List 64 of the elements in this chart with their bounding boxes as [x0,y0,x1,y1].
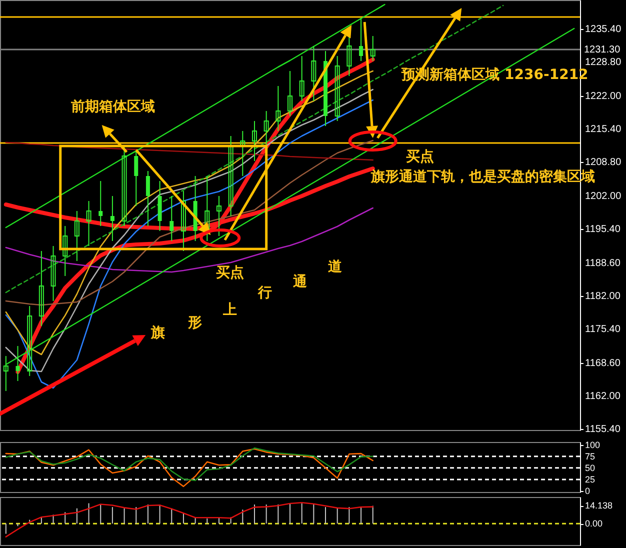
annotation: 旗 [150,325,165,341]
y-tick-label: 1228.80 [585,57,622,68]
candlestick [50,246,56,302]
y-tick-label: 14.138 [585,500,613,511]
line-series [5,448,374,488]
candlestick [86,200,92,246]
annotation: 行 [257,285,272,301]
annotation: 前期箱体区域 [70,99,155,115]
y-tick-label: 1215.40 [585,124,622,135]
line-series [5,502,374,538]
candlestick [334,56,340,122]
candlestick [110,196,114,242]
candlestick [288,70,292,116]
candlestick [74,210,80,262]
candlestick [170,196,174,242]
candlestick [38,250,44,326]
candlestick [370,36,376,62]
y-tick-label: 1175.40 [585,324,621,335]
y-tick-label: 1202.00 [585,191,622,202]
candlestick [264,110,269,146]
candlestick [134,150,138,206]
y-tick-label: 1195.40 [585,224,621,235]
candlestick [16,346,20,382]
candlestick [346,36,352,76]
candlestick [122,146,127,226]
candlestick [311,46,316,102]
y-tick-label: 100 [585,440,600,450]
y-tick-label: 1188.60 [585,258,621,269]
candlestick [240,130,246,176]
annotation: 上 [222,302,237,318]
candlestick [359,18,364,62]
ref-line-label: 1231.30 [584,44,621,56]
y-tick-label: 0.00 [585,518,603,529]
candlestick [62,226,68,276]
line-series [5,4,386,228]
y-tick-label: 1155.40 [585,424,621,435]
candlestick [3,356,8,392]
annotation: 道 [327,259,343,275]
y-tick-label: 1168.60 [585,358,621,369]
candlestick [216,196,222,236]
candlestick [27,306,32,376]
y-tick-label: 1208.80 [585,157,622,168]
candlestick [180,190,186,252]
y-tick-label: 1162.00 [585,391,621,402]
candlestick [204,176,210,242]
y-tick-label: 0 [585,486,590,496]
y-tick-label: 25 [585,474,596,484]
annotation: 买点 [216,265,244,281]
candlestick [299,56,304,102]
y-tick-label: 75 [585,451,596,462]
y-tick-label: 1182.00 [585,291,621,302]
candlestick [98,180,103,226]
annotation: 通 [292,273,308,290]
candlestick [252,120,257,162]
candlestick [276,86,281,132]
line-series [5,447,374,482]
y-tick-label: 1222.00 [585,91,622,102]
candlestick [228,136,234,216]
annotation: 形 [187,315,202,331]
line-series [5,142,374,161]
y-tick-label: 50 [585,462,596,473]
candlestick [146,170,150,226]
annotation: 买点 [406,149,434,165]
y-tick-label: 1235.40 [585,24,622,35]
